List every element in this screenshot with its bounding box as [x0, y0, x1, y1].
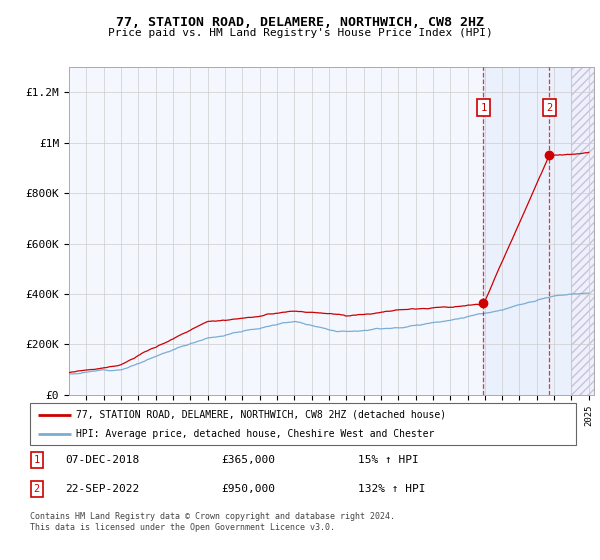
Text: 1: 1 [34, 455, 40, 465]
Text: 22-SEP-2022: 22-SEP-2022 [65, 484, 140, 494]
Text: 77, STATION ROAD, DELAMERE, NORTHWICH, CW8 2HZ (detached house): 77, STATION ROAD, DELAMERE, NORTHWICH, C… [76, 409, 446, 419]
Text: Price paid vs. HM Land Registry's House Price Index (HPI): Price paid vs. HM Land Registry's House … [107, 28, 493, 38]
Text: HPI: Average price, detached house, Cheshire West and Chester: HPI: Average price, detached house, Ches… [76, 429, 435, 439]
Text: 2: 2 [34, 484, 40, 494]
Bar [571, 67, 594, 395]
Text: 2: 2 [546, 102, 553, 113]
Text: 15% ↑ HPI: 15% ↑ HPI [358, 455, 418, 465]
Text: 77, STATION ROAD, DELAMERE, NORTHWICH, CW8 2HZ: 77, STATION ROAD, DELAMERE, NORTHWICH, C… [116, 16, 484, 29]
Text: £365,000: £365,000 [221, 455, 275, 465]
FancyBboxPatch shape [30, 403, 576, 445]
Text: 1: 1 [481, 102, 487, 113]
Text: £950,000: £950,000 [221, 484, 275, 494]
Text: Contains HM Land Registry data © Crown copyright and database right 2024.
This d: Contains HM Land Registry data © Crown c… [30, 512, 395, 532]
Text: 132% ↑ HPI: 132% ↑ HPI [358, 484, 425, 494]
Bar [484, 67, 571, 395]
Text: 07-DEC-2018: 07-DEC-2018 [65, 455, 140, 465]
Bar [571, 67, 594, 395]
